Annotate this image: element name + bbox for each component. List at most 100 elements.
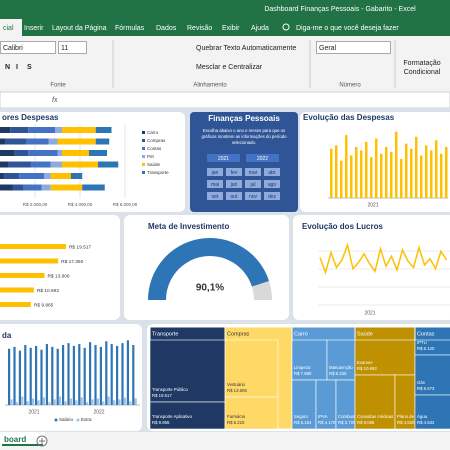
conditional-format: Formatação xyxy=(403,60,440,67)
bar xyxy=(400,158,403,198)
bar xyxy=(53,399,56,405)
bar xyxy=(59,396,62,405)
gauge-value xyxy=(148,238,270,300)
treemap-tile xyxy=(291,339,328,381)
bar-segment xyxy=(98,161,119,168)
bar xyxy=(69,398,72,405)
size-box[interactable] xyxy=(58,41,87,54)
tile-label: IPTU xyxy=(417,340,427,345)
font-box[interactable] xyxy=(0,41,56,54)
bar-segment xyxy=(62,127,96,133)
bar xyxy=(126,340,129,405)
bar xyxy=(121,343,124,405)
year-button[interactable] xyxy=(246,154,279,162)
month-button[interactable] xyxy=(245,180,261,188)
legend-swatch xyxy=(142,139,145,142)
treemap-tile xyxy=(291,379,317,430)
month-label: mai xyxy=(211,182,219,188)
tell-me: Diga-me o que você deseja fazer xyxy=(296,25,399,32)
sheet-tab[interactable] xyxy=(0,432,45,446)
bar-segment xyxy=(12,184,24,191)
formula-bar[interactable] xyxy=(0,91,450,109)
bar-segment xyxy=(26,138,49,145)
bar-segment xyxy=(0,184,13,191)
tile-value: R$ 6.230 xyxy=(329,371,347,376)
month-button[interactable] xyxy=(226,192,242,200)
bar-segment xyxy=(0,127,11,133)
chart-title: Meta de Investimento xyxy=(148,222,229,231)
month-button[interactable] xyxy=(207,168,223,176)
treemap-tile xyxy=(354,374,396,430)
month-button[interactable] xyxy=(264,180,280,188)
panel-title: Finanças Pessoais xyxy=(208,114,280,123)
bar-segment xyxy=(50,184,83,191)
active-tab[interactable] xyxy=(0,19,22,36)
tile-value: R$ 5.210 xyxy=(227,420,245,425)
bar xyxy=(390,152,393,198)
month-button[interactable] xyxy=(264,168,280,176)
bar xyxy=(107,396,110,405)
data-label: R$ 13.606 xyxy=(47,273,69,279)
window-title: Dashboard Finanças Pessoais - Gabarito -… xyxy=(264,6,416,13)
bar xyxy=(102,401,105,405)
bar xyxy=(410,148,413,198)
tile-value: R$ 5.673 xyxy=(417,386,435,391)
month-button[interactable] xyxy=(226,180,242,188)
bar xyxy=(0,244,66,249)
group-label: Carro xyxy=(294,331,308,337)
treemap-tile xyxy=(149,401,226,430)
month-label: ago xyxy=(268,182,277,188)
add-sheet[interactable] xyxy=(36,435,48,447)
bar xyxy=(0,273,45,278)
month-label: mar xyxy=(249,170,258,176)
chart-title: ores Despesas xyxy=(2,113,59,122)
bar xyxy=(32,398,35,405)
bar-segment xyxy=(50,161,62,168)
treemap-tile xyxy=(414,394,450,430)
bar xyxy=(29,347,32,405)
bar-segment xyxy=(0,161,8,168)
tile-value: R$ 9.865 xyxy=(152,420,170,425)
format-button: I xyxy=(16,64,18,71)
bar xyxy=(78,344,81,405)
bar xyxy=(62,345,65,405)
month-button[interactable] xyxy=(226,168,242,176)
legend-swatch xyxy=(142,155,145,158)
tile-value: R$ 6.120 xyxy=(417,346,435,351)
bar xyxy=(105,341,108,405)
bar xyxy=(48,402,51,405)
month-button[interactable] xyxy=(245,192,261,200)
description: gráficos mostrem as informações do perío… xyxy=(201,134,287,139)
bar xyxy=(91,399,94,405)
bar xyxy=(80,397,83,405)
month-button[interactable] xyxy=(207,192,223,200)
format-button: N xyxy=(5,64,10,71)
number-format-box[interactable] xyxy=(316,41,391,54)
month-button[interactable] xyxy=(264,192,280,200)
legend-label: Carro xyxy=(147,130,159,135)
bar xyxy=(21,396,24,405)
bar-segment xyxy=(95,138,110,145)
line xyxy=(319,242,448,275)
bar xyxy=(51,346,54,405)
bar xyxy=(35,345,38,405)
bar-segment xyxy=(28,127,56,133)
bar xyxy=(415,136,418,198)
year-label: 2021 xyxy=(218,156,229,162)
bar xyxy=(8,348,11,405)
bar xyxy=(132,345,135,405)
bar xyxy=(56,348,59,405)
bar xyxy=(72,345,75,405)
tile-label: Seguro xyxy=(294,414,308,419)
tile-value: R$ 4.170 xyxy=(318,420,336,425)
bar xyxy=(96,398,99,405)
year-button[interactable] xyxy=(207,154,240,162)
year-label: 2022 xyxy=(257,156,268,162)
month-button[interactable] xyxy=(245,168,261,176)
month-label: jan xyxy=(211,170,219,176)
bar-segment xyxy=(57,150,62,156)
month-button[interactable] xyxy=(207,180,223,188)
treemap-tile xyxy=(354,339,416,376)
